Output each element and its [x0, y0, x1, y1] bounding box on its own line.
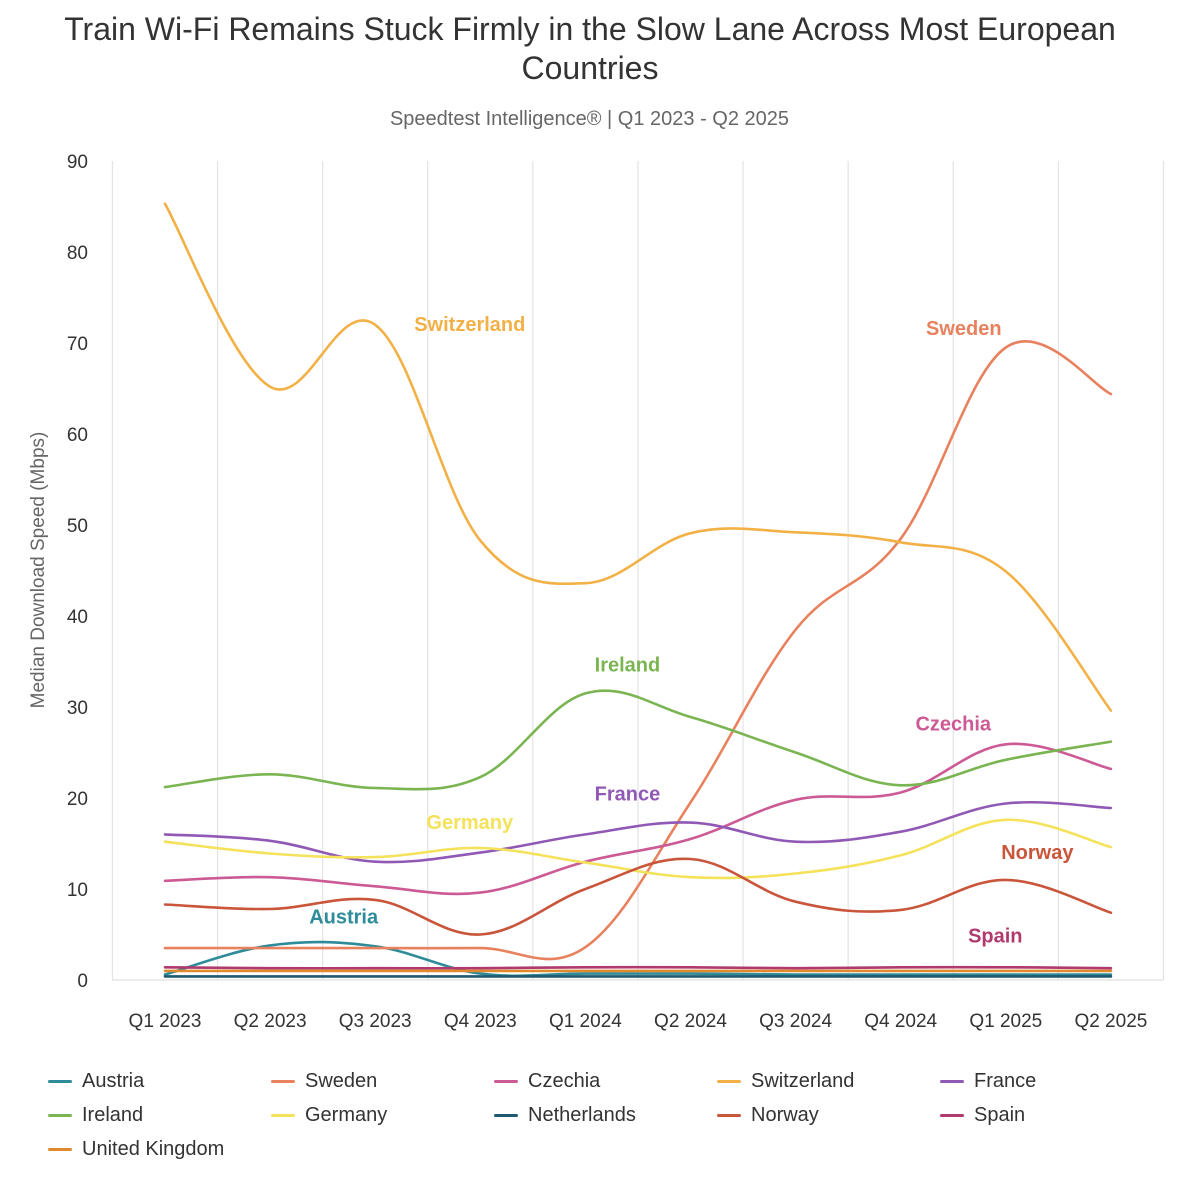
series-label-austria: Austria — [309, 907, 379, 929]
legend-label: Sweden — [305, 1069, 378, 1092]
series-label-spain: Spain — [968, 926, 1022, 948]
series-line-norway — [163, 857, 1113, 936]
y-tick-label: 60 — [67, 425, 88, 446]
y-tick-label: 30 — [67, 698, 88, 719]
legend-item-netherlands: Netherlands — [494, 1102, 717, 1128]
x-tick-label: Q2 2025 — [1074, 1011, 1147, 1032]
y-axis-ticks: 0 10 20 30 40 50 60 70 80 90 — [67, 152, 88, 992]
series-label-ireland: Ireland — [595, 655, 661, 677]
legend-label: Netherlands — [528, 1103, 636, 1126]
chart-subtitle: Speedtest Intelligence® | Q1 2023 - Q2 2… — [389, 108, 790, 130]
series-label-france: France — [595, 784, 661, 806]
line-chart: 0 10 20 30 40 50 60 70 80 90 Q1 2023 Q2 2023 Q3 202… — [28, 152, 1165, 1032]
legend-label: Germany — [305, 1103, 388, 1126]
legend: Austria Sweden Czechia Switzerland France Ire… — [48, 1068, 1168, 1162]
series-line-france — [163, 800, 1113, 864]
series-line-switzerland — [163, 202, 1113, 712]
series-line-germany — [163, 818, 1113, 880]
series-label-sweden: Sweden — [926, 318, 1002, 340]
legend-item-czechia: Czechia — [494, 1068, 717, 1094]
series-label-germany: Germany — [426, 812, 514, 834]
legend-label: Austria — [82, 1069, 145, 1092]
legend-item-norway: Norway — [717, 1102, 940, 1128]
y-tick-label: 50 — [67, 516, 88, 537]
series-line-czechia — [163, 742, 1113, 896]
y-tick-label: 80 — [67, 243, 88, 264]
legend-swatch — [271, 1079, 295, 1083]
legend-swatch — [940, 1079, 964, 1083]
series-line-austria — [163, 940, 1113, 978]
legend-label: Norway — [751, 1103, 819, 1126]
legend-item-germany: Germany — [271, 1102, 494, 1128]
series-line-ireland — [163, 689, 1113, 791]
y-axis-label: Median Download Speed (Mbps) — [28, 432, 49, 709]
series-line-spain — [163, 965, 1113, 970]
legend-label: Switzerland — [751, 1069, 855, 1092]
y-tick-label: 40 — [67, 607, 88, 628]
legend-swatch — [271, 1113, 295, 1117]
legend-swatch — [717, 1079, 741, 1083]
legend-item-ireland: Ireland — [48, 1102, 271, 1128]
x-tick-label: Q4 2023 — [444, 1011, 517, 1032]
x-tick-label: Q4 2024 — [864, 1011, 937, 1032]
legend-label: Czechia — [528, 1069, 601, 1092]
x-tick-label: Q1 2025 — [969, 1011, 1042, 1032]
x-tick-label: Q2 2024 — [654, 1011, 727, 1032]
legend-item-switzerland: Switzerland — [717, 1068, 940, 1094]
legend-label: Ireland — [82, 1103, 144, 1126]
legend-label: France — [974, 1069, 1037, 1092]
chart-title: Train Wi-Fi Remains Stuck Firmly in the … — [64, 11, 1116, 86]
legend-swatch — [494, 1079, 518, 1083]
y-tick-label: 90 — [67, 152, 88, 173]
series-annotations: Switzerland Sweden Ireland Czechia France Ger… — [309, 314, 1074, 948]
x-tick-label: Q2 2023 — [234, 1011, 307, 1032]
series-lines — [163, 202, 1113, 978]
y-tick-label: 10 — [67, 880, 88, 901]
x-tick-label: Q3 2023 — [339, 1011, 412, 1032]
legend-swatch — [494, 1113, 518, 1117]
legend-label: United Kingdom — [82, 1137, 225, 1160]
legend-swatch — [48, 1113, 72, 1117]
legend-swatch — [48, 1147, 72, 1151]
x-axis-ticks: Q1 2023 Q2 2023 Q3 2023 Q4 2023 Q1 2024 Q2 20… — [129, 1011, 1148, 1032]
series-label-switzerland: Switzerland — [414, 314, 525, 336]
legend-item-france: France — [940, 1068, 1163, 1094]
legend-item-spain: Spain — [940, 1102, 1163, 1128]
legend-swatch — [940, 1113, 964, 1117]
y-tick-label: 20 — [67, 789, 88, 810]
legend-swatch — [717, 1113, 741, 1117]
x-tick-label: Q1 2024 — [549, 1011, 622, 1032]
legend-label: Spain — [974, 1103, 1026, 1126]
y-tick-label: 70 — [67, 334, 88, 355]
legend-item-united-kingdom: United Kingdom — [48, 1136, 271, 1162]
legend-item-austria: Austria — [48, 1068, 271, 1094]
series-line-sweden — [163, 340, 1113, 961]
series-label-norway: Norway — [1001, 842, 1074, 864]
y-tick-label: 0 — [77, 971, 88, 992]
legend-swatch — [48, 1079, 72, 1083]
legend-item-sweden: Sweden — [271, 1068, 494, 1094]
series-label-czechia: Czechia — [915, 714, 991, 736]
x-tick-label: Q1 2023 — [129, 1011, 202, 1032]
x-tick-label: Q3 2024 — [759, 1011, 832, 1032]
